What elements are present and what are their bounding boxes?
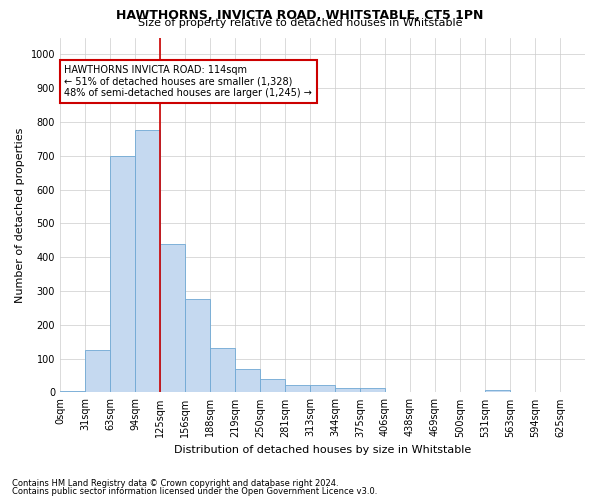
Bar [185, 300, 210, 392]
Bar [110, 156, 135, 392]
Bar [335, 388, 360, 392]
Text: Contains public sector information licensed under the Open Government Licence v3: Contains public sector information licen… [12, 487, 377, 496]
Bar [285, 385, 310, 392]
Bar [210, 348, 235, 393]
Text: Size of property relative to detached houses in Whitstable: Size of property relative to detached ho… [138, 18, 462, 28]
Bar [85, 350, 110, 393]
Text: HAWTHORNS, INVICTA ROAD, WHITSTABLE, CT5 1PN: HAWTHORNS, INVICTA ROAD, WHITSTABLE, CT5… [116, 9, 484, 22]
Bar [260, 379, 285, 392]
X-axis label: Distribution of detached houses by size in Whitstable: Distribution of detached houses by size … [174, 445, 471, 455]
Bar [310, 385, 335, 392]
Bar [485, 390, 510, 392]
Bar [60, 390, 85, 392]
Bar [160, 244, 185, 392]
Bar [360, 388, 385, 392]
Bar [135, 130, 160, 392]
Text: HAWTHORNS INVICTA ROAD: 114sqm
← 51% of detached houses are smaller (1,328)
48% : HAWTHORNS INVICTA ROAD: 114sqm ← 51% of … [64, 64, 312, 98]
Y-axis label: Number of detached properties: Number of detached properties [15, 128, 25, 302]
Bar [235, 369, 260, 392]
Text: Contains HM Land Registry data © Crown copyright and database right 2024.: Contains HM Land Registry data © Crown c… [12, 478, 338, 488]
